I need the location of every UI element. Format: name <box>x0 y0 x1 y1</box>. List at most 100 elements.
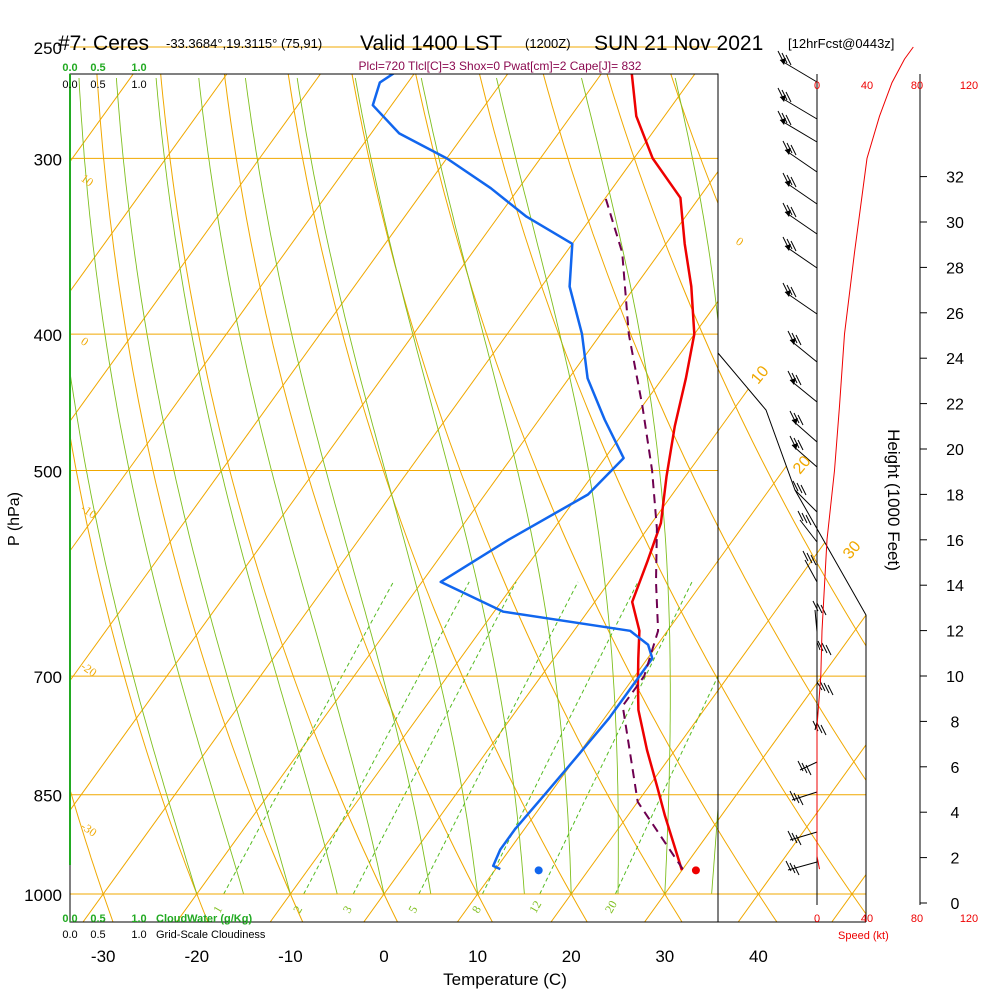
chart-header: #7: Ceres -33.3684°,19.3115° (75,91) Val… <box>0 30 1000 58</box>
temperature-tick-label: -30 <box>91 947 116 966</box>
wind-barb-staff <box>784 211 818 235</box>
wind-barb-feather <box>790 176 797 188</box>
mixing-ratio-line <box>223 581 394 895</box>
wind-barb <box>812 720 827 736</box>
wind-barb <box>782 172 818 205</box>
wind-panel-border <box>717 352 867 922</box>
wind-barb-feather <box>816 602 823 614</box>
height-tick-label: 0 <box>951 896 960 913</box>
wind-barb-feather <box>796 482 803 494</box>
wind-barb-staff <box>779 119 818 143</box>
isotherm-line <box>70 74 602 812</box>
height-tick-label: 8 <box>951 714 960 731</box>
wind-barb-feather <box>797 794 804 806</box>
speed-tick-label-top: 0 <box>814 80 820 92</box>
dry-adiabat-line <box>160 74 398 922</box>
pressure-tick-label: 850 <box>34 787 62 806</box>
cloudiness-tick-top: 1.0 <box>131 79 146 91</box>
dry-adiabat-line <box>990 74 1000 922</box>
wind-barb-staff <box>799 761 818 771</box>
wind-barb <box>787 330 818 363</box>
wind-barb-feather <box>790 286 797 298</box>
station-location: -33.3684°,19.3115° (75,91) <box>166 36 323 51</box>
wind-barb-staff <box>804 559 818 583</box>
temperature-line <box>630 74 696 871</box>
wind-barb-feather <box>793 864 800 876</box>
isotherm-line <box>718 74 866 922</box>
wind-barb <box>787 370 818 403</box>
dry-adiabat-line <box>990 74 1000 922</box>
dry-adiabat-label: 30 <box>840 538 865 563</box>
wind-barb-flag <box>780 118 786 125</box>
dry-adiabat-line <box>718 74 866 922</box>
wind-barb <box>789 435 818 468</box>
isotherm-line <box>70 74 415 552</box>
wind-barb-feather <box>801 762 808 774</box>
sounding-parameters: Plcl=720 Tlcl[C]=3 Shox=0 Pwat[cm]=2 Cap… <box>358 59 642 73</box>
wind-speed-line <box>816 46 914 870</box>
cloudiness-label: Grid-Scale Cloudiness <box>156 929 266 941</box>
mixing-ratio-line <box>481 581 639 895</box>
isotherm-line <box>70 74 228 293</box>
wind-barb-feather <box>786 204 793 216</box>
moist-adiabat-line <box>420 77 572 895</box>
wind-barb-feather <box>790 240 797 252</box>
isotherm-line <box>269 300 718 922</box>
wind-barb-staff <box>784 291 818 315</box>
cloudiness-tick-top: 0.0 <box>62 79 77 91</box>
mixing-ratio-line <box>352 581 517 895</box>
isotherm-label: -30 <box>78 819 99 840</box>
moist-adiabat-line <box>155 77 338 895</box>
wind-barb <box>797 760 818 776</box>
wind-barb <box>812 600 827 633</box>
wind-barb-feather <box>789 862 796 874</box>
isotherm-line <box>70 74 321 422</box>
wind-barb <box>792 480 818 513</box>
height-tick-label: 2 <box>951 851 960 868</box>
wind-barb-feather <box>816 722 823 734</box>
isotherm-label: 0 <box>78 334 91 349</box>
wind-barb-feather <box>782 140 789 152</box>
wind-barb <box>782 282 818 315</box>
wind-barb-flag <box>785 290 791 297</box>
cloud-water-tick-bottom: 1.0 <box>131 913 146 925</box>
wind-barb-staff <box>816 641 821 651</box>
isotherm-line <box>82 74 696 922</box>
cloud-water-tick-top: 0.5 <box>90 62 105 74</box>
wind-barb-staff <box>779 59 818 83</box>
wind-barb <box>789 790 818 806</box>
wind-barb-feather <box>785 114 792 126</box>
wind-barb-feather <box>823 682 830 694</box>
wind-barb-feather <box>789 435 796 447</box>
wind-barb <box>782 202 818 235</box>
isotherm-label: 0 <box>733 234 746 249</box>
wind-barb-feather <box>793 437 800 449</box>
moist-adiabat-line <box>758 78 795 894</box>
speed-tick-label-bottom: 120 <box>960 913 978 925</box>
wind-barb-feather <box>827 684 834 696</box>
wind-barb-feather <box>782 172 789 184</box>
wind-barb-feather <box>793 792 800 804</box>
wind-barb-feather <box>800 484 807 496</box>
wind-barb-flag <box>780 58 786 65</box>
wind-barb-feather <box>781 52 788 64</box>
speed-tick-label-bottom: 40 <box>861 913 873 925</box>
wind-barb <box>802 550 818 583</box>
wind-barb-staff <box>794 489 818 513</box>
wind-barb-feather <box>785 860 792 872</box>
wind-barb-feather <box>787 330 794 342</box>
wind-barb-feather <box>810 554 817 566</box>
wind-barb-feather <box>786 284 793 296</box>
cloud-water-tick-top: 0.0 <box>62 62 77 74</box>
wind-barb <box>782 236 818 269</box>
wind-barb <box>785 860 818 876</box>
wind-barb-feather <box>786 174 793 186</box>
isotherm-label: 10 <box>78 171 96 189</box>
isotherm-line <box>550 689 718 922</box>
pressure-tick-label: 700 <box>34 668 62 687</box>
moist-adiabat-line <box>296 77 479 895</box>
wind-barb <box>777 110 818 143</box>
wind-barb-feather <box>795 334 802 346</box>
wind-barb <box>789 410 818 443</box>
wind-barb-feather <box>797 760 804 772</box>
